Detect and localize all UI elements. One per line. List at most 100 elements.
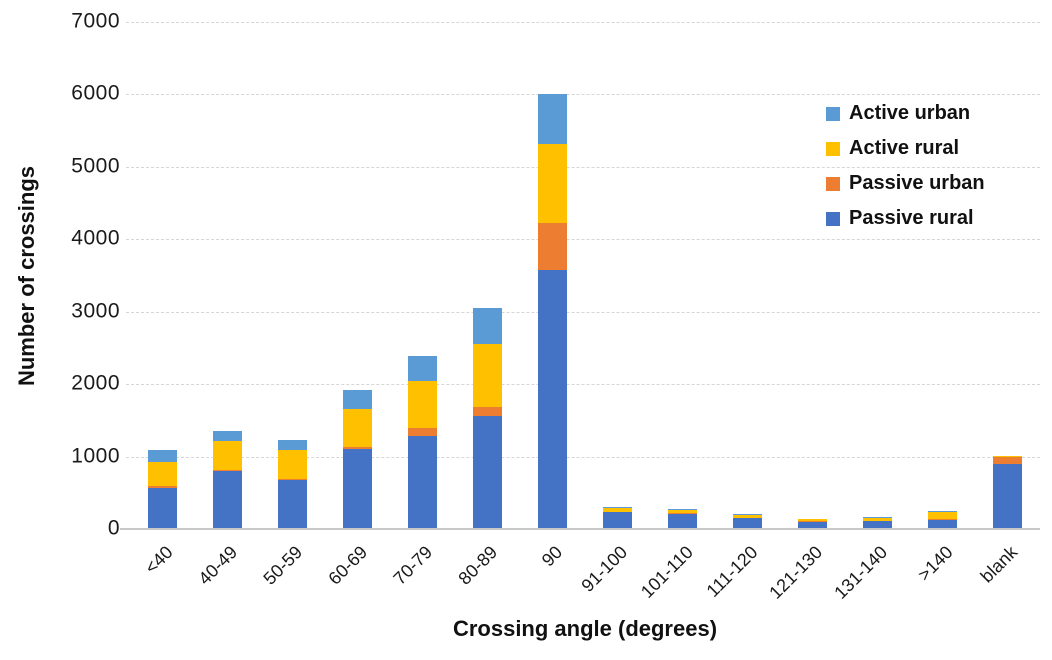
bar-slot--40 (130, 22, 195, 529)
x-label-slot-40-49: 40-49 (195, 534, 260, 604)
bar-segment-active-urban-131-140 (863, 516, 892, 518)
x-tick-label-80-89: 80-89 (454, 542, 502, 589)
bar-slot-111-120 (715, 22, 780, 529)
bar-segment-active-urban-101-110 (668, 508, 697, 511)
bar-segment-passive-rural-131-140 (863, 521, 892, 529)
legend-item-passive-urban: Passive urban (826, 166, 985, 201)
legend-swatch-passive-urban (826, 176, 840, 191)
bar-segment-passive-urban-50-59 (278, 479, 307, 481)
bar-slot--140 (910, 22, 975, 529)
x-label-slot--140: >140 (910, 534, 975, 604)
bar-segment-passive-rural-70-79 (408, 435, 437, 529)
bar-91-100 (603, 506, 632, 529)
bar--40 (148, 450, 177, 529)
bar-slot-80-89 (455, 22, 520, 529)
legend-swatch-passive-rural (826, 211, 840, 226)
bar-90 (538, 94, 567, 529)
plot-area (120, 22, 1040, 530)
bar-segment-passive-rural-111-120 (733, 518, 762, 529)
bar-segment-passive-urban-40-49 (213, 469, 242, 472)
bar-segment-active-urban--40 (148, 450, 177, 462)
x-axis-tick-labels: <40 40-49 50-59 60-69 70-79 80-89 90 91-100 101-… (130, 534, 1040, 604)
x-label-slot-70-79: 70-79 (390, 534, 455, 604)
gridline-5000 (126, 166, 1040, 168)
bar-segment-passive-rural-blank (993, 463, 1022, 529)
bar-segment-passive-rural-40-49 (213, 471, 242, 529)
bar-segment-passive-rural-91-100 (603, 512, 632, 529)
bar-segment-passive-rural-80-89 (473, 416, 502, 529)
legend: Active urban Active rural Passive urban Pas… (826, 96, 985, 236)
x-tick-label-91-100: 91-100 (577, 542, 632, 596)
legend-swatch-active-urban (826, 106, 840, 121)
bar-segment-active-rural-50-59 (278, 450, 307, 480)
bar-segment-active-urban-90 (538, 94, 567, 145)
x-tick-label-60-69: 60-69 (324, 542, 372, 589)
bar-segment-passive-rural-60-69 (343, 449, 372, 529)
bar-101-110 (668, 508, 697, 529)
y-tick-label-1000: 1000 (71, 444, 120, 468)
bar-segment-passive-rural-90 (538, 270, 567, 529)
bar-50-59 (278, 439, 307, 529)
x-tick-label-40-49: 40-49 (194, 542, 242, 589)
gridline-6000 (126, 94, 1040, 96)
bar-segment-active-rural-40-49 (213, 441, 242, 470)
gridline-4000 (126, 239, 1040, 241)
bar-segment-active-urban-blank (993, 455, 1022, 457)
x-tick-label-70-79: 70-79 (389, 542, 437, 589)
bar-segment-passive-urban-80-89 (473, 407, 502, 417)
bar-segment-passive-urban-60-69 (343, 446, 372, 450)
bar-slot-90 (520, 22, 585, 529)
bar-segment-active-rural-131-140 (863, 517, 892, 521)
legend-item-active-urban: Active urban (826, 96, 985, 131)
legend-label-passive-rural: Passive rural (849, 207, 974, 229)
bar-segment-active-urban-80-89 (473, 308, 502, 345)
bar-segment-active-urban-121-130 (798, 518, 827, 520)
y-tick-label-2000: 2000 (71, 371, 120, 395)
bar-segment-passive-rural-50-59 (278, 480, 307, 529)
bar-slot-121-130 (780, 22, 845, 529)
bar-131-140 (863, 516, 892, 529)
x-axis-title: Crossing angle (degrees) (452, 616, 718, 641)
bar-segment-active-rural-121-130 (798, 519, 827, 522)
bar-segment-passive-rural-121-130 (798, 521, 827, 529)
bar-segment-active-rural-blank (993, 456, 1022, 458)
x-label-slot--40: <40 (130, 534, 195, 604)
legend-item-active-rural: Active rural (826, 131, 985, 166)
bar-segment-active-rural-60-69 (343, 409, 372, 447)
bar-segment-active-rural-90 (538, 144, 567, 224)
bar-segment-active-rural-70-79 (408, 381, 437, 429)
y-tick-label-5000: 5000 (71, 154, 120, 178)
x-tick-label-90: 90 (538, 542, 567, 571)
y-tick-label-0: 0 (107, 516, 120, 540)
x-label-slot-60-69: 60-69 (325, 534, 390, 604)
bar-segment-active-rural-80-89 (473, 344, 502, 408)
bar-111-120 (733, 513, 762, 529)
y-tick-label-7000: 7000 (71, 9, 120, 33)
bar-segment-passive-urban-blank (993, 457, 1022, 464)
x-tick-label-50-59: 50-59 (259, 542, 307, 589)
x-label-slot-101-110: 101-110 (637, 534, 715, 604)
bar-80-89 (473, 308, 502, 529)
bar-segment-passive-rural-101-110 (668, 513, 697, 529)
bar-segment-active-urban-40-49 (213, 430, 242, 442)
bar-segment-active-rural--40 (148, 461, 177, 487)
bar-segment-passive-urban--40 (148, 486, 177, 488)
x-label-slot-blank: blank (975, 534, 1040, 604)
bar-segment-active-rural--140 (928, 512, 957, 520)
bar-segment-active-urban-70-79 (408, 355, 437, 382)
bar-segment-active-urban--140 (928, 510, 957, 512)
x-tick-label--40: <40 (140, 542, 177, 578)
bar-segment-active-urban-111-120 (733, 513, 762, 515)
bar-segment-active-urban-50-59 (278, 439, 307, 451)
bar-slot-91-100 (585, 22, 650, 529)
bar-segment-passive-rural--140 (928, 519, 957, 529)
bar-segment-active-rural-101-110 (668, 510, 697, 514)
x-label-slot-131-140: 131-140 (831, 534, 910, 604)
legend-item-passive-rural: Passive rural (826, 201, 985, 236)
y-axis-tick-labels: 0 1000 2000 3000 4000 5000 6000 7000 (0, 10, 120, 540)
bar-40-49 (213, 430, 242, 529)
x-tick-label-blank: blank (977, 542, 1022, 587)
bar-segment-active-urban-91-100 (603, 506, 632, 509)
x-label-slot-91-100: 91-100 (578, 534, 650, 604)
